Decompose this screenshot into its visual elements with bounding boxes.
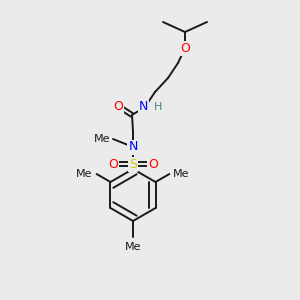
Text: Me: Me [94, 134, 110, 144]
Text: Me: Me [173, 169, 190, 179]
Text: N: N [128, 140, 138, 154]
Text: O: O [113, 100, 123, 112]
Text: S: S [129, 158, 137, 170]
Text: O: O [108, 158, 118, 170]
Text: H: H [154, 102, 162, 112]
Text: Me: Me [76, 169, 93, 179]
Text: Me: Me [125, 242, 141, 252]
Text: N: N [139, 100, 148, 113]
Text: O: O [180, 41, 190, 55]
Text: O: O [148, 158, 158, 170]
